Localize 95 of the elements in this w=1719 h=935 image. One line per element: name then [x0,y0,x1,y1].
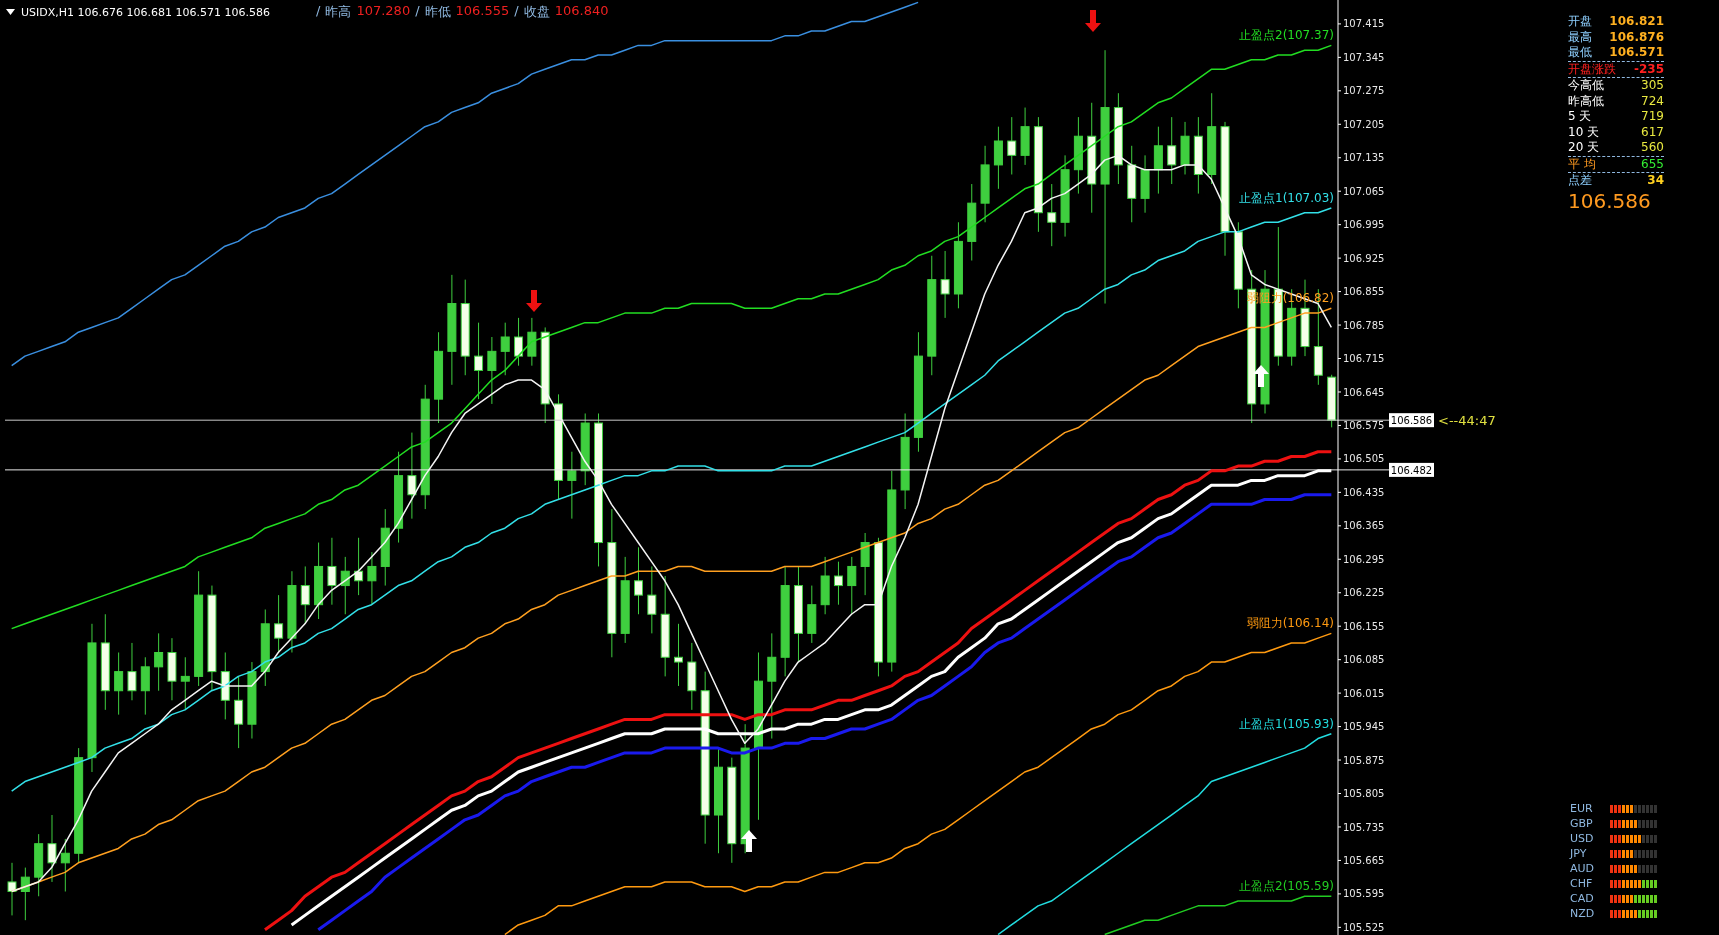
y-tick-label: 106.575 [1343,419,1385,431]
text: 106.586 [1568,188,1652,213]
text: 今高低 305 [1568,78,1664,92]
text: / 昨高 107.280 / 昨低 106.555 / 收盘 106.840 [316,3,609,19]
y-tick-label: 105.595 [1343,888,1385,900]
candlestick [500,322,510,376]
candlestick [634,546,644,615]
candlestick [47,814,57,883]
y-tick-label: 107.205 [1343,118,1385,130]
line-series [10,207,1333,792]
y-tick-label: 106.295 [1343,553,1385,565]
y-tick-label: 105.875 [1343,754,1385,766]
candlestick [674,623,683,687]
candlestick [1153,126,1163,195]
text: <--44:47 [1438,413,1496,429]
y-tick-label: 105.665 [1343,854,1385,866]
candlestick [127,642,137,701]
y-tick-label: 105.945 [1343,721,1385,733]
line-series [504,632,1333,935]
candlestick [833,561,843,606]
text: CHF [1570,877,1594,890]
candlestick [60,838,70,892]
candlestick [847,556,857,615]
candlestick [527,317,537,367]
candlestick [647,565,657,634]
y-tick-label: 106.015 [1343,687,1385,699]
annotation: 弱阻力(106.14) [1246,616,1334,631]
candlestick [567,451,577,520]
candlestick [114,651,124,716]
text: 平 均 655 [1568,156,1664,171]
text: 最高 106.876 [1568,29,1664,44]
text: 开盘 106.821 [1568,14,1664,28]
y-tick-label: 106.855 [1343,286,1385,298]
annotation: 止盈点2(105.59) [1239,879,1334,894]
text: CAD [1570,892,1595,905]
annotation: 止盈点1(107.03) [1239,190,1334,205]
text: USD [1570,832,1595,845]
candlestick [474,322,484,400]
y-tick-label: 105.735 [1343,821,1385,833]
candlestick [327,537,337,606]
candlestick [180,656,190,711]
candlestick [767,632,777,740]
y-tick-label: 106.645 [1343,386,1385,398]
text: EUR [1570,802,1594,815]
text: AUD [1570,862,1596,875]
candlestick [234,675,244,749]
candlestick [140,656,150,716]
y-tick-label: 106.225 [1343,587,1385,599]
y-tick-label: 106.785 [1343,319,1385,331]
candlestick [274,594,284,653]
annotation: 止盈点1(105.93) [1239,716,1334,731]
text: 点差 34 [1568,173,1664,187]
y-tick-label: 106.435 [1343,486,1385,498]
y-tick-label: 107.065 [1343,185,1385,197]
y-tick-label: 106.715 [1343,353,1385,365]
candlestick [154,632,164,692]
ref-line-label: 106.482 [1390,464,1433,476]
text: 5 天 719 [1568,109,1664,123]
text: 20 天 560 [1568,140,1664,154]
y-tick-label: 105.525 [1343,921,1385,933]
y-tick-label: 107.415 [1343,18,1385,30]
ref-line-label: 106.586 [1390,415,1433,427]
candlestick [1007,116,1017,175]
text: 开盘涨跌 -235 [1568,61,1664,76]
y-tick-label: 106.085 [1343,654,1385,666]
y-tick-label: 105.805 [1343,788,1385,800]
candlestick [367,551,377,606]
candlestick [300,565,310,625]
y-tick-label: 106.995 [1343,219,1385,231]
text: JPY [1570,847,1588,860]
candlestick [860,532,870,596]
candlestick [993,126,1003,190]
candlestick [407,432,417,520]
line-series [10,44,1333,630]
y-tick-label: 107.135 [1343,152,1385,164]
y-tick-label: 106.155 [1343,620,1385,632]
text: USIDX,H1 106.676 106.681 106.571 106.586 [21,5,270,19]
candlestick [514,317,524,367]
y-tick-label: 107.275 [1343,85,1385,97]
candlestick [1047,183,1057,247]
text: 最低 106.571 [1568,45,1664,59]
candlestick [487,336,497,405]
annotation: 止盈点2(107.37) [1239,28,1334,43]
text: NZD [1570,907,1596,920]
text: 昨高低 724 [1568,93,1664,108]
y-tick-label: 107.345 [1343,51,1385,63]
line-series [997,733,1333,935]
candlestick [940,250,950,319]
y-tick-label: 106.505 [1343,453,1385,465]
line-series [1103,895,1333,935]
y-tick-label: 106.365 [1343,520,1385,532]
y-tick-label: 106.925 [1343,252,1385,264]
line-series [10,1,919,367]
text: 10 天 617 [1568,124,1664,139]
text: GBP [1570,817,1594,830]
